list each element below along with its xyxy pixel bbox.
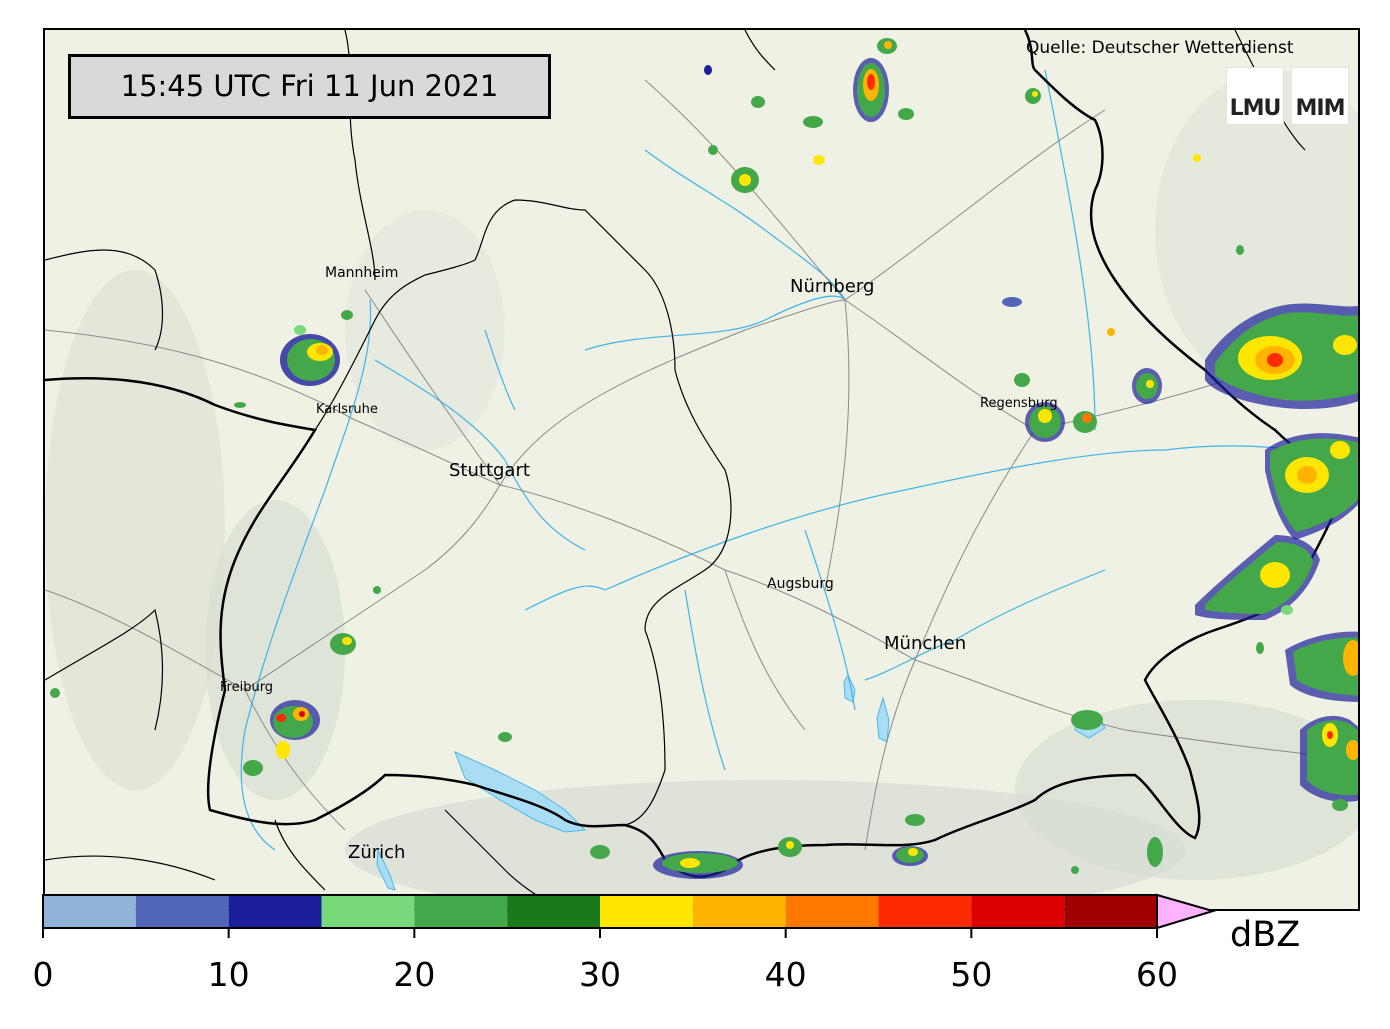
colorbar-bin	[321, 895, 415, 928]
roads	[45, 79, 1358, 851]
city-label-nuernberg: Nürnberg	[790, 276, 875, 297]
colorbar-tick-label: 30	[579, 955, 621, 994]
colorbar-tick-label: 60	[1136, 955, 1178, 994]
colorbar-bin	[971, 895, 1065, 928]
colorbar-bin	[600, 895, 693, 928]
colorbar-bin	[43, 895, 136, 928]
timestamp-label: 15:45 UTC Fri 11 Jun 2021	[68, 54, 551, 119]
lmu-logo: LMU	[1226, 67, 1284, 125]
colorbar-bin	[507, 895, 600, 928]
colorbar-tick-label: 0	[32, 955, 54, 994]
colorbar-bin	[785, 895, 879, 928]
colorbar-bin	[135, 895, 229, 928]
colorbar-bin	[1064, 895, 1157, 928]
colorbar-bin	[692, 895, 786, 928]
city-label-regensburg: Regensburg	[980, 396, 1058, 411]
radar-echoes	[50, 38, 1358, 879]
city-label-freiburg: Freiburg	[220, 680, 274, 695]
city-label-augsburg: Augsburg	[767, 576, 834, 592]
colorbar-tick-label: 10	[207, 955, 250, 994]
city-label-muenchen: München	[884, 633, 967, 654]
colorbar-tick-label: 40	[764, 955, 807, 994]
lake-zuerich	[376, 848, 396, 891]
city-label-zuerich: Zürich	[348, 842, 406, 863]
country-borders	[45, 30, 1347, 878]
colorbar-bin	[228, 895, 322, 928]
colorbar-bin	[878, 895, 972, 928]
colorbar-extend-arrow	[1156, 893, 1217, 930]
mim-logo: MIM	[1291, 67, 1349, 125]
colorbar-bin	[414, 895, 508, 928]
city-label-mannheim: Mannheim	[325, 265, 399, 281]
data-source-label: Quelle: Deutscher Wetterdienst	[1026, 38, 1294, 58]
radar-map: 15:45 UTC Fri 11 Jun 2021 Quelle: Deutsc…	[43, 28, 1360, 911]
city-label-stuttgart: Stuttgart	[449, 460, 530, 481]
map-background	[45, 30, 1358, 909]
colorbar-tick-label: 50	[950, 955, 993, 994]
city-label-karlsruhe: Karlsruhe	[316, 402, 378, 417]
colorbar-tick-label: 20	[393, 955, 436, 994]
colorbar-unit-label: dBZ	[1230, 915, 1301, 955]
rivers	[240, 69, 1358, 851]
lake-starnberg	[876, 696, 890, 743]
